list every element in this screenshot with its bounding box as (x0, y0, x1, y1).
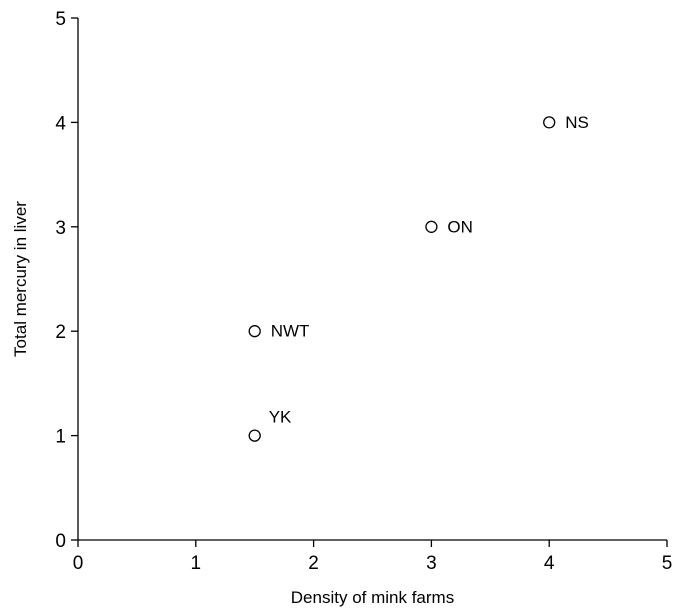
y-tick-label: 1 (55, 427, 66, 448)
x-tick-label: 2 (308, 553, 319, 574)
data-point-label: ON (447, 217, 473, 236)
x-tick-label: 5 (662, 553, 673, 574)
x-tick-label: 0 (73, 553, 84, 574)
x-axis-title: Density of mink farms (291, 588, 454, 607)
x-tick-label: 1 (191, 553, 202, 574)
data-point-label: NWT (271, 322, 310, 341)
data-points: YK NWT ON NS (248, 113, 589, 442)
y-tick-label: 3 (55, 218, 66, 239)
plot-area: 0 1 2 3 4 5 0 1 2 3 4 5 YK NWT ON NS (55, 9, 672, 574)
y-axis-title: Total mercury in liver (11, 201, 30, 357)
y-axis-ticks: 0 1 2 3 4 5 (55, 9, 78, 552)
data-point (248, 325, 261, 338)
y-tick-label: 4 (55, 113, 66, 134)
data-point-label: YK (269, 408, 292, 427)
x-tick-label: 4 (544, 553, 555, 574)
y-tick-label: 5 (55, 9, 66, 30)
data-point (248, 429, 261, 442)
x-tick-label: 3 (426, 553, 437, 574)
data-point (425, 220, 438, 233)
x-axis-ticks: 0 1 2 3 4 5 (73, 540, 673, 574)
y-tick-label: 0 (55, 531, 66, 552)
data-point-label: NS (565, 113, 589, 132)
data-point (543, 116, 556, 129)
y-tick-label: 2 (55, 322, 66, 343)
